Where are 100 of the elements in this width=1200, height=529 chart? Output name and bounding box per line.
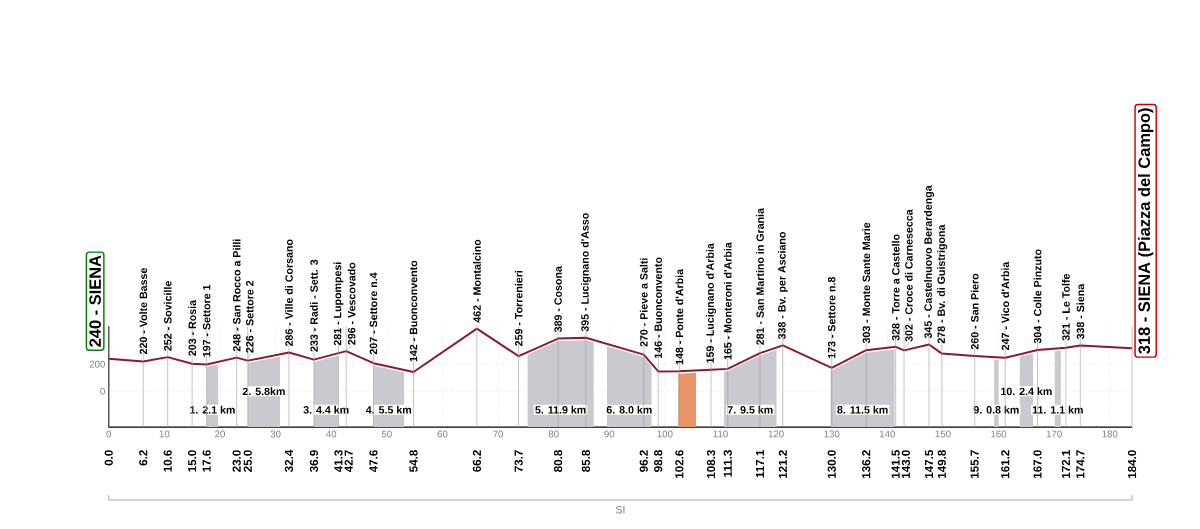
data-label: 142 - Buonconvento bbox=[409, 260, 418, 362]
x2-tick-label: 54.8 bbox=[409, 450, 418, 472]
band-label: 2. 5.8km bbox=[242, 387, 285, 396]
y-tick-label: 200 bbox=[89, 360, 105, 368]
x2-tick-label: 147.5 bbox=[925, 449, 934, 478]
data-label: 165 - Monteroni d'Arbia bbox=[723, 242, 732, 360]
band-label: 5. 11.9 km bbox=[535, 405, 586, 414]
x-tick-label: 130 bbox=[824, 430, 840, 438]
x2-tick-label: 36.9 bbox=[309, 450, 319, 472]
x2-tick-label: 174.7 bbox=[1076, 450, 1085, 478]
x-tick-label: 140 bbox=[880, 430, 896, 438]
band-label: 7. 9.5 km bbox=[727, 405, 773, 414]
x-tick-label: 90 bbox=[604, 430, 615, 438]
data-label: 389 - Cosona bbox=[554, 266, 562, 333]
x2-tick-label: 167.0 bbox=[1033, 450, 1042, 478]
band-label: 8. 11.5 km bbox=[837, 405, 888, 414]
band-label: 3. 4.4 km bbox=[303, 405, 349, 414]
x2-tick-label: 17.6 bbox=[202, 450, 211, 472]
data-label: 281 - San Martino in Grania bbox=[756, 207, 764, 345]
x2-tick-label: 172.1 bbox=[1061, 449, 1070, 478]
x2-tick-label: 155.7 bbox=[970, 450, 979, 478]
data-label: 296 - Vescovado bbox=[347, 262, 356, 345]
data-label: 281 - Lupompesi bbox=[333, 262, 344, 346]
x-tick-label: 100 bbox=[657, 430, 673, 438]
x2-tick-label: 73.7 bbox=[514, 450, 523, 472]
data-label: 321 - Le Tolfe bbox=[1061, 273, 1070, 341]
x2-tick-label: 41.3 bbox=[334, 450, 343, 473]
data-label: 338 - Siena bbox=[1076, 283, 1085, 340]
data-label: 148 - Ponte d'Arbia bbox=[675, 268, 684, 365]
data-label: 286 - Ville di Corsano bbox=[285, 239, 293, 347]
x2-tick-label: 136.2 bbox=[862, 450, 871, 478]
x2-tick-label: 141.5 bbox=[891, 449, 900, 478]
x2-tick-label: 6.2 bbox=[139, 450, 148, 466]
data-label: 207 - Settore n.4 bbox=[369, 272, 378, 355]
x2-tick-label: 80.8 bbox=[553, 450, 563, 472]
data-label: 240 - SIENA bbox=[89, 255, 101, 347]
x2-tick-label: 98.8 bbox=[654, 450, 663, 472]
x-tick-label: 180 bbox=[1102, 430, 1118, 438]
x-tick-label: 80 bbox=[548, 430, 559, 438]
x2-tick-label: 130.0 bbox=[827, 450, 836, 478]
data-label: 226 - Settore 2 bbox=[245, 280, 254, 353]
x2-tick-label: 161.2 bbox=[1001, 450, 1010, 478]
x-tick-label: 160 bbox=[991, 430, 1007, 438]
data-label: 252 - Sovicille bbox=[163, 281, 172, 351]
x2-tick-label: 184.0 bbox=[1127, 450, 1137, 478]
x-tick-label: 0 bbox=[106, 430, 112, 438]
data-label: 395 - Lucignano d'Asso bbox=[580, 213, 591, 332]
x-tick-label: 120 bbox=[768, 430, 784, 438]
x2-tick-label: 0.0 bbox=[104, 450, 113, 466]
data-label: 203 - Rosia bbox=[188, 299, 197, 356]
band-label: 9. 0.8 km bbox=[973, 405, 1019, 414]
band-label: 10. 2.4 km bbox=[1001, 387, 1052, 396]
x2-tick-label: 121.2 bbox=[778, 450, 787, 478]
data-label: 338 - Bv. per Asciano bbox=[777, 231, 788, 340]
data-label: 304 - Colle Pinzuto bbox=[1033, 249, 1042, 344]
data-label: 173 - Settore n.8 bbox=[827, 276, 836, 359]
data-label: 197 - Settore 1 bbox=[202, 284, 211, 357]
data-label: 462 - Montalcino bbox=[473, 239, 481, 323]
x2-tick-label: 10.6 bbox=[163, 450, 172, 472]
x-tick-label: 150 bbox=[935, 430, 951, 438]
x2-tick-label: 111.3 bbox=[723, 450, 732, 477]
x-tick-label: 40 bbox=[326, 430, 337, 438]
data-label: 146 - Buonconvento bbox=[654, 257, 662, 358]
data-label: 302 - Croce di Carnesecca bbox=[904, 209, 913, 342]
text: SI bbox=[615, 505, 625, 514]
band-label: 6. 8.0 km bbox=[606, 405, 652, 414]
x2-tick-label: 47.6 bbox=[369, 450, 378, 473]
x-tick-label: 170 bbox=[1046, 430, 1062, 438]
data-label: 345 - Castelnuovo Berardenga bbox=[924, 185, 935, 339]
x-tick-label: 110 bbox=[713, 430, 728, 438]
data-label: 259 - Torrenieri bbox=[514, 270, 523, 346]
x2-tick-label: 117.1 bbox=[756, 449, 764, 478]
x2-tick-label: 66.2 bbox=[472, 450, 481, 472]
x-tick-label: 60 bbox=[437, 430, 448, 438]
x2-tick-label: 42.7 bbox=[344, 450, 353, 473]
x-tick-label: 70 bbox=[493, 430, 504, 438]
band-label: 1. 2.1 km bbox=[190, 405, 235, 414]
data-label: 220 - Volte Basse bbox=[139, 267, 148, 354]
x2-tick-label: 32.4 bbox=[284, 449, 294, 472]
data-label: 303 - Monte Sante Marie bbox=[862, 222, 871, 344]
x2-tick-label: 15.0 bbox=[188, 450, 197, 472]
x2-tick-label: 149.8 bbox=[937, 450, 946, 478]
data-label: 328 - Torre a Castello bbox=[891, 234, 900, 341]
data-label: 159 - Lucignano d'Arbia bbox=[706, 243, 717, 363]
band-label: 4. 5.5 km bbox=[365, 405, 412, 414]
data-label: 233 - Radi - Sett. 3 bbox=[310, 259, 318, 352]
x2-tick-label: 25.0 bbox=[243, 450, 252, 472]
data-label: 278 - Bv. di Guistrigona bbox=[937, 224, 948, 344]
data-label: 260 - San Piero bbox=[970, 273, 979, 350]
data-label: 270 - Pieve a Salti bbox=[639, 258, 648, 347]
x-tick-label: 20 bbox=[215, 430, 225, 438]
x2-tick-label: 108.3 bbox=[706, 450, 716, 478]
x2-tick-label: 23.0 bbox=[232, 450, 241, 472]
x2-tick-label: 143.0 bbox=[901, 450, 910, 478]
data-label: 248 - San Rocco a Pilli bbox=[232, 239, 241, 352]
band-label: 11. 1.1 km bbox=[1032, 405, 1083, 414]
x-tick-label: 30 bbox=[270, 430, 281, 438]
data-label: 318 - SIENA (Piazza del Campo) bbox=[1137, 108, 1154, 354]
data-label: 247 - Vico d'Arbia bbox=[1001, 261, 1010, 350]
x2-tick-label: 96.2 bbox=[639, 450, 648, 472]
